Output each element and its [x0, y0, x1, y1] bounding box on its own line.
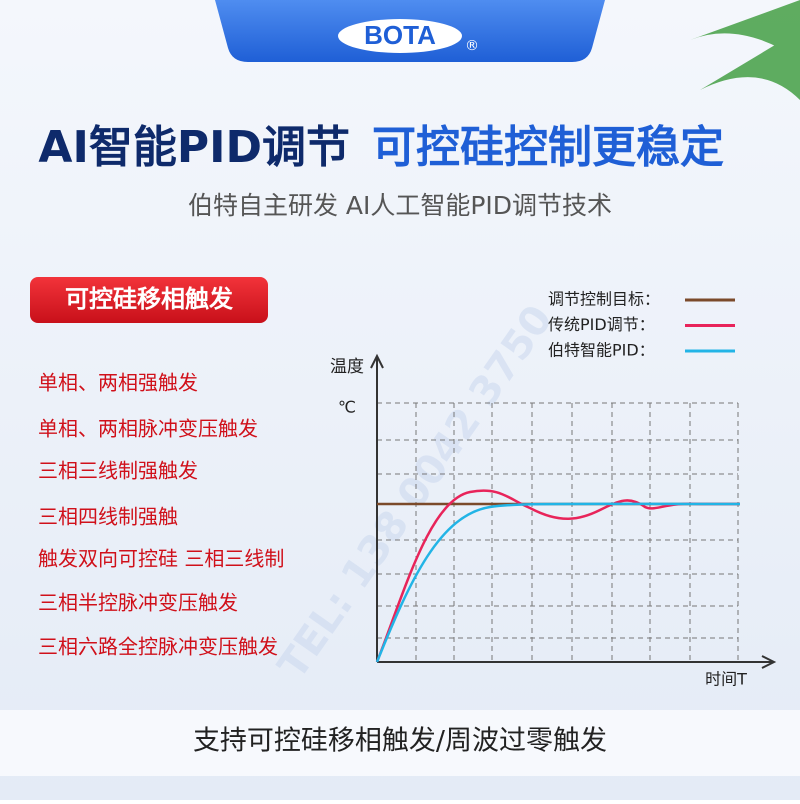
y-unit: ℃ — [338, 398, 356, 417]
logo-oval — [338, 19, 462, 53]
feature-item: 三相六路全控脉冲变压触发 — [38, 635, 278, 659]
leaf-decoration — [690, 0, 800, 100]
feature-item: 触发双向可控硅 三相三线制 — [38, 547, 284, 571]
logo-mark: ® — [465, 38, 479, 54]
feature-item: 三相四线制强触 — [38, 505, 178, 529]
footer-band — [0, 710, 800, 776]
axes — [370, 353, 777, 669]
y-label: 温度 — [330, 357, 364, 377]
feature-item: 三相半控脉冲变压触发 — [38, 591, 238, 615]
smart-curve — [375, 502, 741, 663]
legend-label: 伯特智能PID： — [548, 341, 655, 360]
x-label: 时间T — [705, 670, 747, 689]
diagram: 温度 ℃ 时间T 调节控制目标： 传统PID调节： 伯特智能PID： — [330, 290, 777, 689]
traditional-curve — [375, 489, 740, 663]
title-part2: 可控硅控制更稳定 — [372, 122, 724, 173]
legend-label: 调节控制目标： — [548, 290, 660, 309]
feature-item: 单相、两相脉冲变压触发 — [38, 417, 258, 441]
feature-item: 三相三线制强触发 — [38, 459, 198, 483]
grid — [377, 402, 739, 662]
logo-brand: BOTA — [364, 20, 436, 50]
legend-label: 传统PID调节： — [548, 315, 655, 334]
feature-item: 单相、两相强触发 — [38, 371, 198, 395]
badge-bg — [30, 277, 268, 323]
subtitle: 伯特自主研发 AI人工智能PID调节技术 — [188, 191, 612, 220]
badge: 可控硅移相触发 — [65, 285, 233, 313]
title-part1: AI智能PID调节 — [38, 122, 350, 173]
footer: 支持可控硅移相触发/周波过零触发 — [193, 726, 607, 757]
